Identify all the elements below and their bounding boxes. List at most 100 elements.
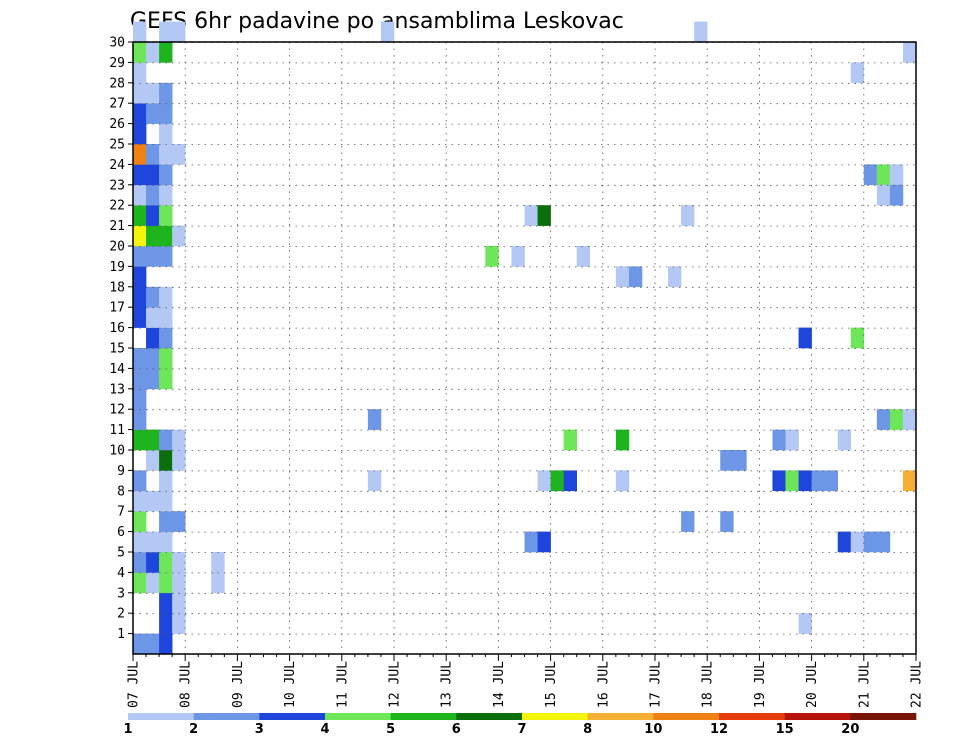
heatmap-cell xyxy=(159,123,173,145)
heatmap-cell xyxy=(159,82,173,104)
heatmap-cell xyxy=(133,123,147,145)
heatmap-cell xyxy=(380,21,395,43)
heatmap-cell xyxy=(159,470,173,492)
heatmap-cell xyxy=(159,572,173,594)
heatmap-cell xyxy=(615,266,630,288)
heatmap-cell xyxy=(146,82,160,104)
heatmap-cell xyxy=(824,470,838,492)
x-tick-label: 10 JUL xyxy=(283,661,298,708)
colorbar-label: 20 xyxy=(841,722,859,737)
heatmap-cell xyxy=(902,42,917,63)
heatmap-cell xyxy=(159,42,173,63)
heatmap-cell xyxy=(876,184,891,206)
heatmap-cell xyxy=(159,450,173,471)
heatmap-cell xyxy=(133,21,147,43)
heatmap-cell xyxy=(902,409,917,430)
heatmap-cell xyxy=(146,552,160,573)
heatmap-cell xyxy=(772,429,786,451)
heatmap-cell xyxy=(576,246,591,267)
heatmap-cell xyxy=(133,286,147,308)
heatmap-cell xyxy=(159,613,173,634)
colorbar-label: 7 xyxy=(517,722,526,737)
heatmap-cell xyxy=(146,368,160,390)
heatmap-cell xyxy=(159,552,173,573)
chart-title: GEFS 6hr padavine po ansamblima Leskovac xyxy=(130,9,624,34)
heatmap-cell xyxy=(172,592,186,614)
colorbar-segment xyxy=(193,713,260,720)
heatmap-cell xyxy=(172,572,186,594)
heatmap-cell xyxy=(159,246,173,267)
y-tick-label: 5 xyxy=(117,546,125,561)
colorbar-segment xyxy=(850,713,917,720)
y-tick-label: 25 xyxy=(109,138,125,153)
colorbar-label: 1 xyxy=(123,722,132,737)
y-tick-label: 6 xyxy=(117,525,125,540)
heatmap-cell xyxy=(146,225,160,247)
heatmap-cell xyxy=(837,429,852,451)
heatmap-cell xyxy=(876,409,891,430)
heatmap-cell xyxy=(785,470,799,492)
heatmap-cell xyxy=(811,470,825,492)
y-tick-label: 3 xyxy=(117,586,125,601)
heatmap-cell xyxy=(133,388,147,410)
gridlines xyxy=(133,42,916,654)
colorbar-segment xyxy=(325,713,391,720)
heatmap-cell xyxy=(876,531,891,553)
heatmap-cell xyxy=(211,572,225,594)
heatmap-cell xyxy=(563,429,577,451)
colorbar: 1 2 3 4 5 6 7 8 10 12 15 20 xyxy=(123,713,917,737)
heatmap-cell xyxy=(694,21,708,43)
heatmap-cell xyxy=(146,42,160,63)
heatmap-cell xyxy=(668,266,682,288)
y-tick-label: 11 xyxy=(109,423,125,438)
heatmap-cell xyxy=(133,62,147,84)
heatmap-cell xyxy=(133,42,147,63)
heatmap-cell xyxy=(876,164,891,186)
heatmap-cell xyxy=(133,144,147,165)
y-tick-label: 21 xyxy=(109,219,125,234)
heatmap-cell xyxy=(211,552,225,573)
y-tick-label: 16 xyxy=(109,321,125,336)
colorbar-segment xyxy=(390,713,457,720)
heatmap-cell xyxy=(511,246,525,267)
y-tick-label: 23 xyxy=(109,178,125,193)
x-tick-label: 07 JUL xyxy=(127,661,142,708)
heatmap-cell xyxy=(550,470,564,492)
heatmap-cell xyxy=(146,429,160,451)
y-tick-label: 7 xyxy=(117,505,125,520)
heatmap-cell xyxy=(159,592,173,614)
heatmap-cell xyxy=(628,266,643,288)
heatmap-cell xyxy=(159,633,173,655)
y-tick-label: 26 xyxy=(109,117,125,132)
heatmap-cell xyxy=(720,511,734,532)
y-tick-label: 17 xyxy=(109,301,125,316)
x-tick-label: 13 JUL xyxy=(440,661,455,708)
y-tick-label: 9 xyxy=(117,464,125,479)
y-tick-label: 14 xyxy=(109,362,125,377)
heatmap-cell xyxy=(733,450,747,471)
y-tick-label: 15 xyxy=(109,342,125,357)
heatmap-cell xyxy=(720,450,734,471)
heatmap-cell xyxy=(172,613,186,634)
heatmap-cell xyxy=(772,470,786,492)
y-tick-label: 19 xyxy=(109,260,125,275)
x-tick-label: 12 JUL xyxy=(388,661,403,708)
heatmap-cell xyxy=(367,409,382,430)
y-tick-label: 10 xyxy=(109,444,125,459)
x-tick-label: 19 JUL xyxy=(753,661,768,708)
heatmap-cell xyxy=(133,205,147,226)
y-tick-label: 8 xyxy=(117,484,125,499)
heatmap-cell xyxy=(146,572,160,594)
heatmap-cell xyxy=(146,531,160,553)
heatmap-cell xyxy=(863,164,878,186)
heatmap-cell xyxy=(889,409,904,430)
y-tick-label: 4 xyxy=(117,566,125,581)
heatmap-cell xyxy=(146,246,160,267)
colorbar-label: 3 xyxy=(255,722,264,737)
y-tick-label: 18 xyxy=(109,280,125,295)
heatmap-cell xyxy=(159,225,173,247)
heatmap-cell xyxy=(146,348,160,369)
heatmap-cell xyxy=(159,184,173,206)
heatmap-cell xyxy=(902,470,917,492)
heatmap-cell xyxy=(615,470,630,492)
